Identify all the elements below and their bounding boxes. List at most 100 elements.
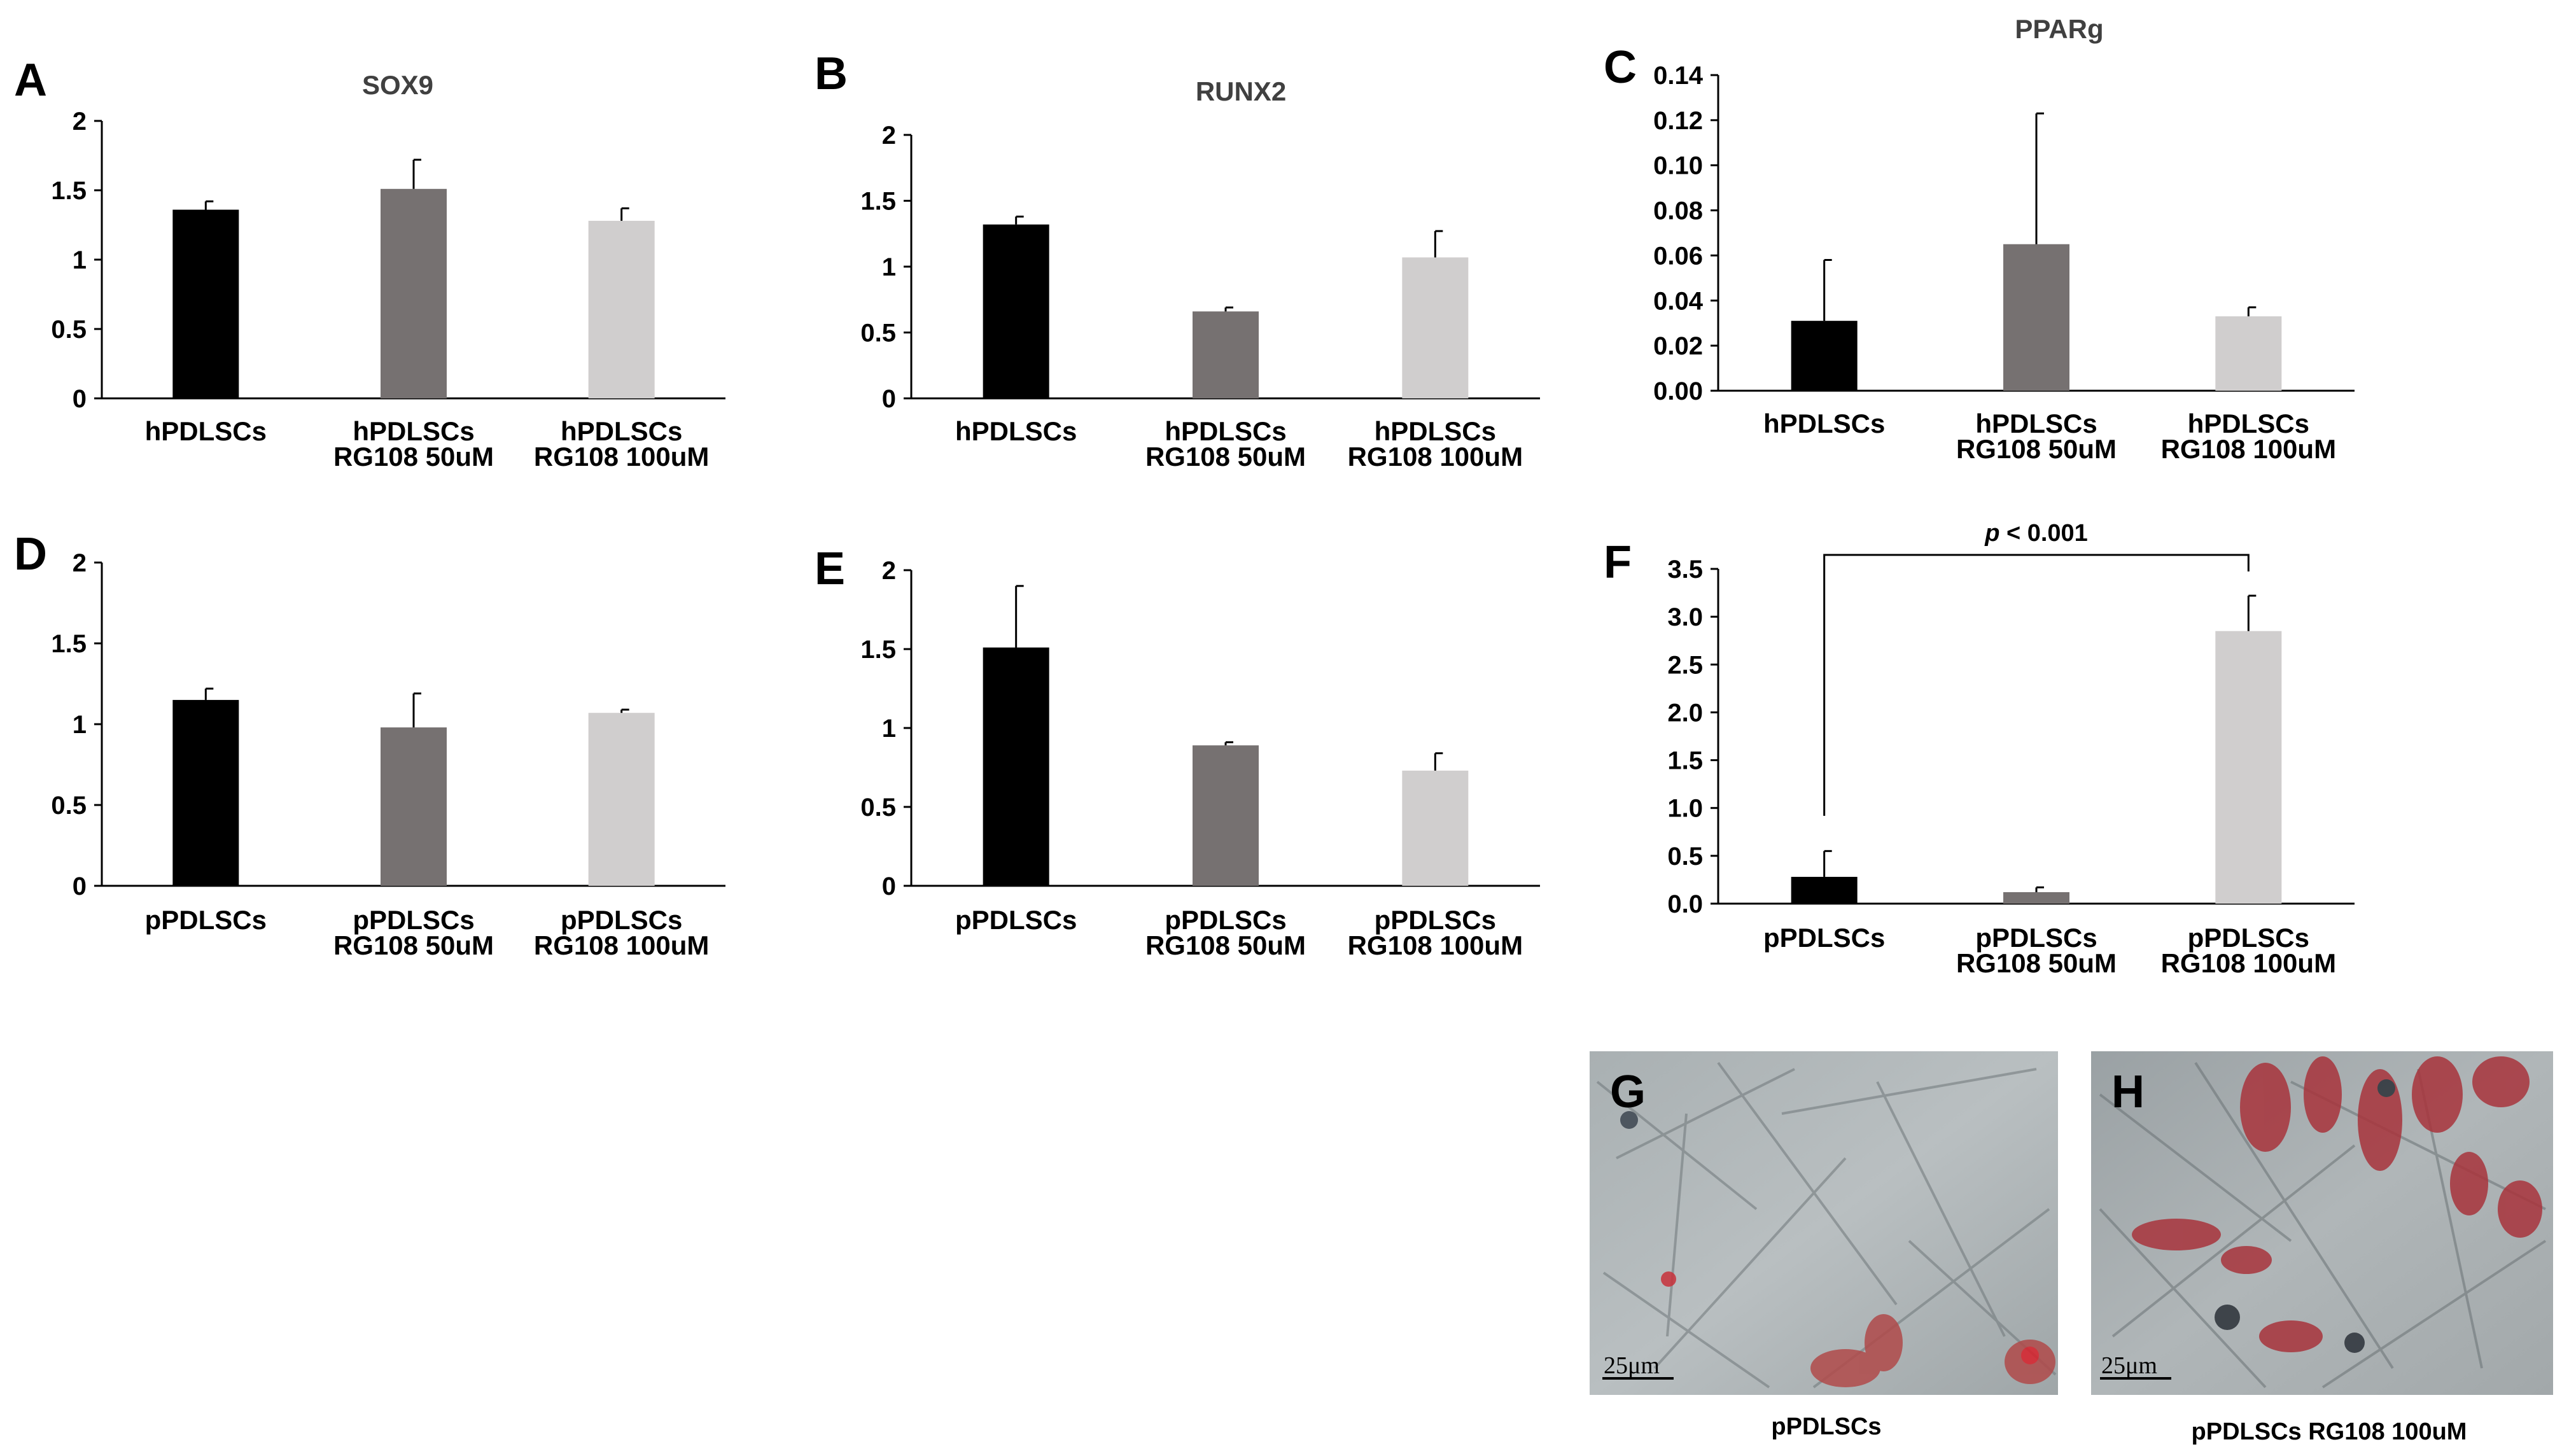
y-tick-label: 0.12 xyxy=(1653,107,1703,135)
y-tick-label: 1.5 xyxy=(1667,747,1703,775)
y-tick-label: 1.5 xyxy=(860,636,896,664)
photo-g-lipid-droplets xyxy=(1620,1111,2055,1387)
y-tick-label: 1.5 xyxy=(51,630,87,658)
photo-h-scale-label: 25μm xyxy=(2101,1352,2157,1379)
bar-1 xyxy=(172,209,239,398)
chart-title: RUNX2 xyxy=(1196,76,1286,106)
y-tick-label: 0 xyxy=(882,872,896,900)
category-label: RG108 100uM xyxy=(2161,948,2336,978)
significance-label: p < 0.001 xyxy=(1984,520,2088,547)
significance-bracket xyxy=(1823,554,2250,816)
y-tick-label: 0 xyxy=(882,385,896,413)
category-label: hPDLSCs xyxy=(2188,409,2309,438)
category-label: hPDLSCs xyxy=(1975,409,2097,438)
bar-2 xyxy=(2003,244,2069,391)
panel-letter: E xyxy=(815,543,845,594)
category-label: RG108 50uM xyxy=(333,442,494,472)
y-tick-label: 1 xyxy=(882,715,896,743)
photo-panel-g: G 25μm pPDLSCs xyxy=(1590,1051,2058,1440)
y-tick-label: 2.0 xyxy=(1667,699,1703,727)
bar-3 xyxy=(588,713,655,886)
y-tick-label: 0.10 xyxy=(1653,152,1703,180)
category-label: pPDLSCs xyxy=(1975,923,2097,953)
photo-g-letter: G xyxy=(1610,1067,1646,1117)
y-tick-label: 2 xyxy=(882,122,896,150)
y-tick-label: 2 xyxy=(73,108,87,136)
bar-2 xyxy=(1193,311,1259,398)
category-label: pPDLSCs xyxy=(2188,923,2309,953)
category-label: hPDLSCs xyxy=(1165,416,1286,446)
y-tick-label: 1 xyxy=(882,253,896,281)
y-tick-label: 0.00 xyxy=(1653,377,1703,405)
chart-title: PPARg xyxy=(2015,14,2103,44)
bar-3 xyxy=(2215,316,2282,391)
bar-1 xyxy=(1791,876,1858,904)
y-tick-label: 2 xyxy=(73,549,87,577)
y-tick-label: 0.5 xyxy=(860,319,896,347)
y-tick-label: 0 xyxy=(73,385,87,413)
panel-letter: B xyxy=(815,48,848,99)
bar-1 xyxy=(983,224,1049,398)
category-label: hPDLSCs xyxy=(955,416,1077,446)
y-tick-label: 3.0 xyxy=(1667,603,1703,631)
category-label: RG108 100uM xyxy=(2161,434,2336,464)
category-label: RG108 100uM xyxy=(534,930,709,960)
category-label: pPDLSCs xyxy=(1763,923,1885,953)
bar-1 xyxy=(172,699,239,886)
photo-g-cell-texture xyxy=(1596,1061,2057,1389)
category-label: RG108 100uM xyxy=(1348,442,1523,472)
y-tick-label: 1 xyxy=(73,246,87,274)
y-tick-label: 0.5 xyxy=(860,794,896,822)
y-tick-label: 0.02 xyxy=(1653,332,1703,360)
bar-3 xyxy=(1402,257,1469,398)
category-label: RG108 100uM xyxy=(1348,930,1523,960)
photo-h-letter: H xyxy=(2111,1067,2145,1117)
bar-2 xyxy=(1193,745,1259,886)
y-tick-label: 0.5 xyxy=(51,792,87,820)
category-label: RG108 50uM xyxy=(333,930,494,960)
bar-2 xyxy=(2003,892,2069,904)
category-label: pPDLSCs xyxy=(1375,905,1496,935)
y-tick-label: 1.0 xyxy=(1667,795,1703,823)
y-tick-label: 2.5 xyxy=(1667,651,1703,679)
bar-2 xyxy=(381,727,447,886)
y-tick-label: 0.06 xyxy=(1653,242,1703,270)
category-label: pPDLSCs xyxy=(145,905,267,935)
panel-letter: D xyxy=(14,529,47,580)
bar-1 xyxy=(983,647,1049,886)
panel-letter: C xyxy=(1604,42,1637,93)
photo-g-caption: pPDLSCs xyxy=(1771,1413,1881,1440)
panel-letter: F xyxy=(1604,537,1632,588)
category-label: pPDLSCs xyxy=(561,905,682,935)
bar-1 xyxy=(1791,321,1858,391)
category-label: pPDLSCs xyxy=(353,905,474,935)
chart-title: SOX9 xyxy=(362,70,433,100)
photo-g-image xyxy=(1590,1051,2058,1395)
category-label: RG108 50uM xyxy=(1145,930,1306,960)
y-tick-label: 0 xyxy=(73,872,87,900)
category-label: pPDLSCs xyxy=(1165,905,1286,935)
y-tick-label: 1.5 xyxy=(860,188,896,216)
category-label: hPDLSCs xyxy=(1375,416,1496,446)
y-tick-label: 2 xyxy=(882,557,896,585)
photo-g-scale-label: 25μm xyxy=(1604,1352,1660,1379)
y-tick-label: 1 xyxy=(73,711,87,739)
photo-panel-h: H 25μm pPDLSCs RG108 100uM xyxy=(2091,1051,2553,1445)
category-label: pPDLSCs xyxy=(955,905,1077,935)
category-label: RG108 50uM xyxy=(1956,948,2117,978)
category-label: hPDLSCs xyxy=(561,416,682,446)
category-label: RG108 50uM xyxy=(1145,442,1306,472)
y-tick-label: 0.08 xyxy=(1653,197,1703,225)
bar-3 xyxy=(588,220,655,398)
bar-3 xyxy=(1402,770,1469,886)
y-tick-label: 0.5 xyxy=(51,316,87,344)
chart-pparg-hpdlscs: C PPARg 0.00 0.02 0.04 0.06 0.08 0.10 0.12 0.14 hP… xyxy=(1604,14,2355,464)
photo-h-caption: pPDLSCs RG108 100uM xyxy=(2192,1418,2467,1445)
bar-2 xyxy=(381,188,447,398)
y-tick-label: 0.14 xyxy=(1653,62,1704,90)
